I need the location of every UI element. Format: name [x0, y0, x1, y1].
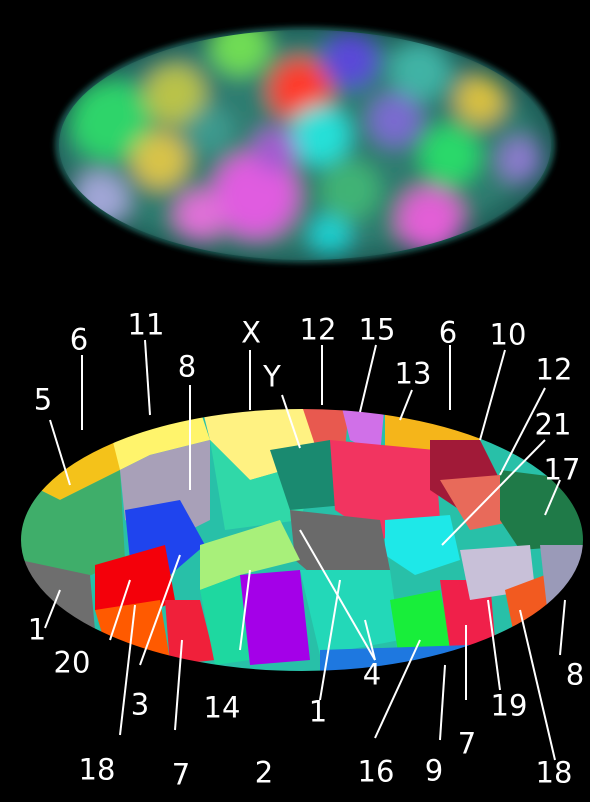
label-21: 21 [534, 407, 572, 442]
label-19: 19 [490, 688, 528, 723]
label-7-right: 7 [457, 726, 477, 761]
label-18-left: 18 [78, 752, 116, 787]
label-12-top: 12 [299, 312, 337, 347]
label-10: 10 [489, 317, 527, 352]
territory-15 [340, 408, 385, 455]
territory-13 [330, 440, 440, 540]
label-x: X [241, 315, 261, 350]
label-6-left: 6 [69, 322, 89, 357]
label-7-left: 7 [171, 757, 191, 792]
label-5: 5 [33, 382, 53, 417]
fluorescence-nucleus-image [55, 27, 555, 263]
label-14: 14 [203, 690, 241, 725]
label-15: 15 [358, 312, 396, 347]
label-9: 9 [424, 753, 444, 788]
label-y: Y [263, 359, 281, 394]
label-2: 2 [254, 755, 274, 790]
territory-14-top [200, 520, 300, 590]
label-3: 3 [130, 687, 150, 722]
territory-y [270, 440, 345, 510]
label-8-left: 8 [177, 349, 197, 384]
label-20: 20 [53, 645, 91, 680]
territory-21 [385, 515, 460, 575]
territory-4 [300, 570, 400, 655]
label-16: 16 [357, 754, 395, 789]
label-18-right: 18 [535, 755, 573, 790]
label-1-bottom: 1 [308, 694, 328, 729]
territory-7-left [165, 600, 215, 665]
label-11: 11 [127, 307, 165, 342]
label-4: 4 [362, 657, 382, 692]
label-12-right: 12 [535, 352, 573, 387]
label-leader-lines [44, 339, 566, 761]
label-17: 17 [543, 452, 581, 487]
label-1-left: 1 [27, 612, 47, 647]
territory-14 [200, 575, 250, 665]
territory-2 [240, 570, 310, 665]
label-6-right: 6 [438, 315, 458, 350]
label-13: 13 [394, 356, 432, 391]
label-8-right: 8 [565, 657, 585, 692]
territory-6-left [20, 470, 125, 580]
